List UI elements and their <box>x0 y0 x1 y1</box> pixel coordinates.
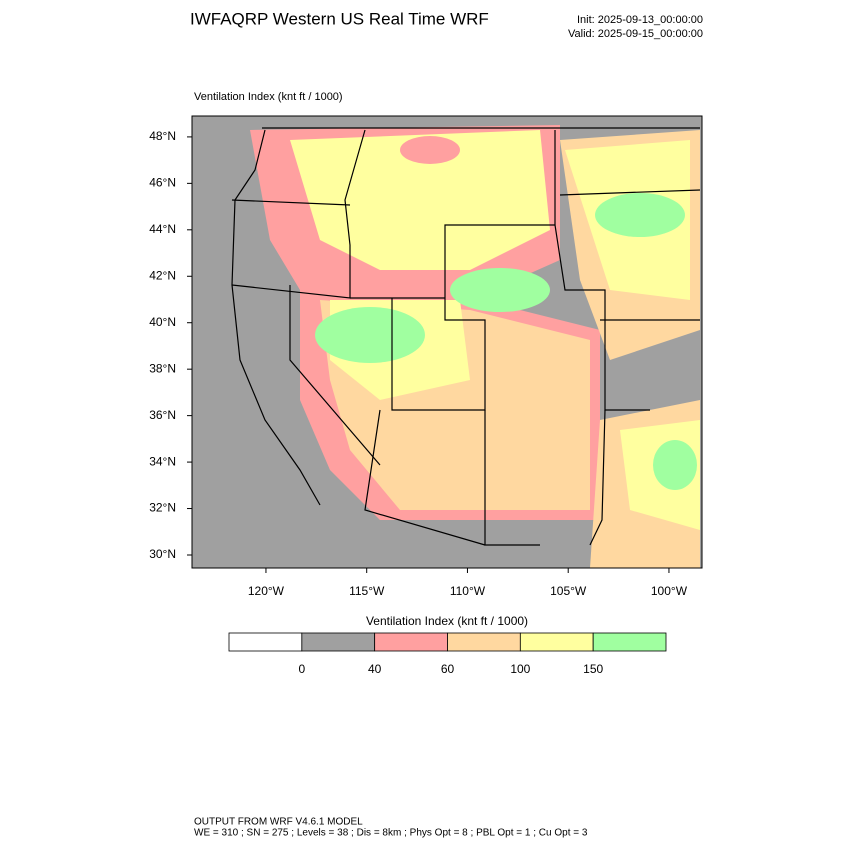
x-tick-label: 110°W <box>450 584 486 598</box>
title: IWFAQRP Western US Real Time WRF <box>190 9 489 28</box>
colorbar-box <box>301 632 376 652</box>
y-tick-label: 40°N <box>149 315 176 329</box>
y-tick-label: 34°N <box>149 454 176 468</box>
colorbar-label: 40 <box>368 662 382 676</box>
map-frame <box>191 115 703 569</box>
y-tick-label: 30°N <box>149 547 176 561</box>
field <box>595 193 685 237</box>
state-borders <box>231 127 701 546</box>
colorbar-box <box>374 632 448 652</box>
valid-time: Valid: 2025-09-15_00:00:00 <box>568 28 703 40</box>
field <box>653 440 697 490</box>
map: 30°N 32°N 34°N 36°N 38°N 40°N 42°N 44°N 46°N 48°N… <box>149 115 703 598</box>
field <box>400 136 460 164</box>
map-label: Ventilation Index (knt ft / 1000) <box>194 91 343 103</box>
x-tick-label: 120°W <box>248 584 285 598</box>
y-tick-label: 36°N <box>149 408 176 422</box>
footer-line: WE = 310 ; SN = 275 ; Levels = 38 ; Dis … <box>194 828 588 839</box>
colorbar-label: 150 <box>583 662 603 676</box>
x-tick-label: 115°W <box>349 584 385 598</box>
y-tick-label: 46°N <box>149 176 176 190</box>
x-tick-label: 100°W <box>651 584 688 598</box>
footer-line: OUTPUT FROM WRF V4.6.1 MODEL <box>194 817 363 828</box>
colorbar-label: 60 <box>441 662 455 676</box>
colorbar-box <box>519 632 594 652</box>
colorbar-title: Ventilation Index (knt ft / 1000) <box>366 614 528 628</box>
init-time: Init: 2025-09-13_00:00:00 <box>577 14 703 26</box>
y-tick-label: 38°N <box>149 361 176 375</box>
colorbar-label: 100 <box>510 662 530 676</box>
field <box>315 307 425 363</box>
colorbar-label: 0 <box>298 662 305 676</box>
colorbar-box <box>228 632 303 652</box>
field <box>450 268 550 312</box>
colorbar: 0 40 60 100 150 <box>228 632 667 676</box>
y-tick-label: 44°N <box>149 222 176 236</box>
y-tick-label: 48°N <box>149 129 176 143</box>
x-tick-label: 105°W <box>550 584 587 598</box>
y-tick-label: 42°N <box>149 268 176 282</box>
y-tick-label: 32°N <box>149 501 176 515</box>
colorbar-box <box>447 632 521 652</box>
colorbar-box <box>592 632 667 652</box>
